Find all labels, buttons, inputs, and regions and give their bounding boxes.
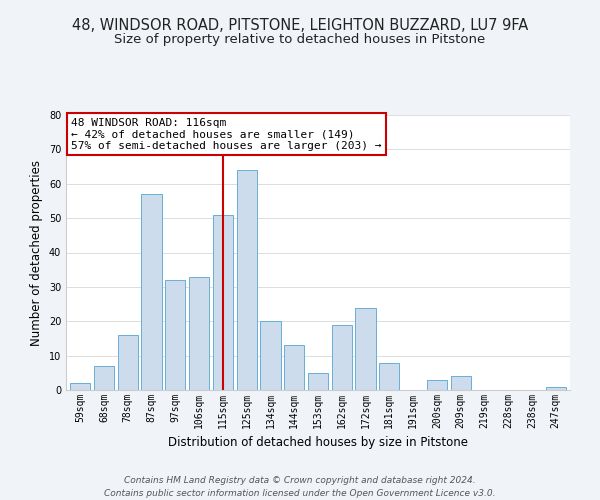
Bar xyxy=(332,324,352,390)
Text: 48, WINDSOR ROAD, PITSTONE, LEIGHTON BUZZARD, LU7 9FA: 48, WINDSOR ROAD, PITSTONE, LEIGHTON BUZ… xyxy=(72,18,528,32)
Bar xyxy=(451,376,471,390)
Bar xyxy=(142,194,161,390)
Bar xyxy=(236,170,257,390)
Bar xyxy=(189,276,209,390)
Bar xyxy=(379,362,400,390)
Bar xyxy=(94,366,114,390)
Bar xyxy=(118,335,138,390)
Bar xyxy=(70,383,91,390)
Text: Contains HM Land Registry data © Crown copyright and database right 2024.
Contai: Contains HM Land Registry data © Crown c… xyxy=(104,476,496,498)
X-axis label: Distribution of detached houses by size in Pitstone: Distribution of detached houses by size … xyxy=(168,436,468,450)
Bar xyxy=(260,322,281,390)
Bar xyxy=(545,386,566,390)
Bar xyxy=(165,280,185,390)
Text: 48 WINDSOR ROAD: 116sqm
← 42% of detached houses are smaller (149)
57% of semi-d: 48 WINDSOR ROAD: 116sqm ← 42% of detache… xyxy=(71,118,382,151)
Bar xyxy=(213,214,233,390)
Bar xyxy=(284,346,304,390)
Bar xyxy=(308,373,328,390)
Text: Size of property relative to detached houses in Pitstone: Size of property relative to detached ho… xyxy=(115,32,485,46)
Bar xyxy=(355,308,376,390)
Bar xyxy=(427,380,447,390)
Y-axis label: Number of detached properties: Number of detached properties xyxy=(30,160,43,346)
